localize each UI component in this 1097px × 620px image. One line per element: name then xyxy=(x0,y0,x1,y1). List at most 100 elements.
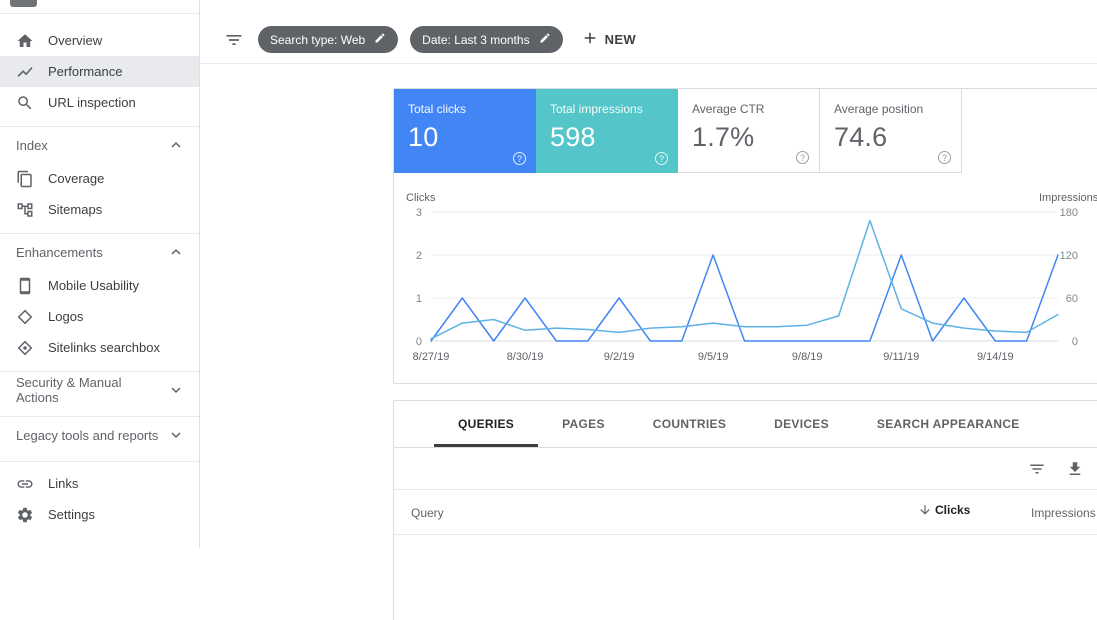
tab-pages[interactable]: PAGES xyxy=(562,417,605,431)
tab-search-appearance[interactable]: SEARCH APPEARANCE xyxy=(876,417,1020,431)
sidebar-section-security-manual-actions[interactable]: Security & Manual Actions xyxy=(0,372,199,408)
left-axis-tick: 3 xyxy=(416,207,422,219)
help-icon[interactable]: ? xyxy=(513,152,526,165)
x-axis-tick: 8/30/19 xyxy=(507,351,544,363)
sidebar: Overview Performance URL inspection Inde… xyxy=(0,0,200,548)
metric-value: 10 xyxy=(408,122,439,152)
search-type-chip[interactable]: Search type: Web xyxy=(258,26,399,53)
metric-label: Average CTR xyxy=(692,102,765,116)
metric-label: Total impressions xyxy=(550,102,643,116)
clicks-line xyxy=(430,254,1059,342)
sidebar-item-label: URL inspection xyxy=(48,95,136,110)
x-axis-tick: 8/27/19 xyxy=(413,351,450,363)
column-header-query[interactable]: Query xyxy=(411,506,444,520)
tab-devices[interactable]: DEVICES xyxy=(774,417,829,431)
right-axis-tick: 0 xyxy=(1072,336,1078,348)
sidebar-item-url-inspection[interactable]: URL inspection xyxy=(0,87,199,118)
sidebar-item-links[interactable]: Links xyxy=(0,468,199,499)
sidebar-item-sitelinks-searchbox[interactable]: Sitelinks searchbox xyxy=(0,332,199,363)
sidebar-item-sitemaps[interactable]: Sitemaps xyxy=(0,194,199,225)
plus-icon xyxy=(581,29,599,50)
performance-chart: Clicks Impressions 0 1 2 3 0 60 120 180 8/27/19 8… xyxy=(394,185,1097,383)
section-label: Enhancements xyxy=(16,244,103,260)
tab-queries[interactable]: QUERIES xyxy=(434,401,539,447)
metric-value: 598 xyxy=(550,122,596,152)
table-header-row: Query Clicks Impressions xyxy=(394,490,1097,535)
sidebar-item-overview[interactable]: Overview xyxy=(0,25,199,56)
sidebar-section-enhancements[interactable]: Enhancements xyxy=(0,234,199,270)
new-label: NEW xyxy=(604,32,637,47)
help-icon[interactable]: ? xyxy=(796,151,809,164)
metric-value: 74.6 xyxy=(834,122,888,152)
main-content: Search type: Web Date: Last 3 months NEW… xyxy=(200,0,1097,620)
chevron-down-icon xyxy=(167,426,185,444)
metric-value: 1.7% xyxy=(692,122,755,152)
help-icon[interactable]: ? xyxy=(655,152,668,165)
home-icon xyxy=(16,32,34,50)
sort-desc-icon xyxy=(920,505,930,515)
performance-summary-card: Total clicks 10 ? Total impressions 598 … xyxy=(393,88,1097,384)
left-axis-title: Clicks xyxy=(406,192,436,204)
chip-label: Date: Last 3 months xyxy=(422,32,530,47)
sidebar-item-label: Overview xyxy=(48,33,103,48)
sidebar-item-label: Mobile Usability xyxy=(48,278,140,293)
column-header-clicks[interactable]: Clicks xyxy=(918,503,970,517)
search-icon xyxy=(16,94,34,112)
smartphone-icon xyxy=(16,277,34,295)
filter-toolbar: Search type: Web Date: Last 3 months NEW xyxy=(200,0,1097,64)
divider xyxy=(0,416,199,417)
metric-card-average-position[interactable]: Average position 74.6 ? xyxy=(820,89,962,173)
table-filter-icon[interactable] xyxy=(1028,460,1046,478)
divider xyxy=(0,461,199,462)
date-filter-chip[interactable]: Date: Last 3 months xyxy=(410,26,563,53)
metric-tiles: Total clicks 10 ? Total impressions 598 … xyxy=(394,89,1097,173)
gear-icon xyxy=(16,506,34,524)
sidebar-top-divider xyxy=(0,0,199,14)
tab-countries[interactable]: COUNTRIES xyxy=(652,417,727,431)
pages-icon xyxy=(16,170,34,188)
section-label: Security & Manual Actions xyxy=(16,375,122,405)
sidebar-item-label: Coverage xyxy=(48,171,105,186)
column-header-impressions[interactable]: Impressions xyxy=(1031,506,1096,520)
sidebar-item-logos[interactable]: Logos xyxy=(0,301,199,332)
new-filter-button[interactable]: NEW xyxy=(581,26,637,53)
section-label: Index xyxy=(16,137,48,153)
left-axis-tick: 2 xyxy=(416,250,422,262)
help-icon[interactable]: ? xyxy=(938,151,951,164)
sidebar-section-legacy-tools[interactable]: Legacy tools and reports xyxy=(0,417,199,453)
trending-up-icon xyxy=(16,63,34,81)
table-tabs: QUERIES PAGES COUNTRIES DEVICES SEARCH A… xyxy=(394,401,1097,448)
sidebar-item-label: Logos xyxy=(48,309,84,324)
x-axis-tick: 9/8/19 xyxy=(792,351,823,363)
sitemap-icon xyxy=(16,201,34,219)
divider xyxy=(0,233,199,234)
sidebar-item-coverage[interactable]: Coverage xyxy=(0,163,199,194)
left-axis-tick: 0 xyxy=(416,336,422,348)
sidebar-section-index[interactable]: Index xyxy=(0,127,199,163)
sidebar-item-mobile-usability[interactable]: Mobile Usability xyxy=(0,270,199,301)
sidebar-item-label: Sitelinks searchbox xyxy=(48,340,160,355)
right-axis-title: Impressions xyxy=(1039,192,1097,204)
chevron-down-icon xyxy=(167,381,185,399)
x-axis-tick: 9/11/19 xyxy=(883,351,919,363)
right-axis-tick: 60 xyxy=(1066,293,1078,305)
line-chart[interactable]: 0 1 2 3 0 60 120 180 8/27/19 8/30/19 9/2/19 9/5/19 9… xyxy=(394,203,1097,373)
table-toolbar xyxy=(394,448,1097,490)
sidebar-item-settings[interactable]: Settings xyxy=(0,499,199,530)
x-axis-tick: 9/5/19 xyxy=(698,351,729,363)
metric-card-total-impressions[interactable]: Total impressions 598 ? xyxy=(536,89,678,173)
section-label: Legacy tools and reports xyxy=(16,427,159,443)
property-selector-remnant xyxy=(10,0,37,7)
metric-card-average-ctr[interactable]: Average CTR 1.7% ? xyxy=(678,89,820,173)
sidebar-item-performance[interactable]: Performance xyxy=(0,56,199,87)
edit-icon xyxy=(539,32,551,47)
metric-card-total-clicks[interactable]: Total clicks 10 ? xyxy=(394,89,536,173)
download-icon[interactable] xyxy=(1066,460,1084,478)
divider xyxy=(0,371,199,372)
right-axis-tick: 120 xyxy=(1060,250,1078,262)
filter-icon[interactable] xyxy=(222,26,246,53)
chevron-up-icon xyxy=(167,136,185,154)
chevron-up-icon xyxy=(167,243,185,261)
divider xyxy=(0,126,199,127)
column-header-label: Clicks xyxy=(935,503,971,517)
